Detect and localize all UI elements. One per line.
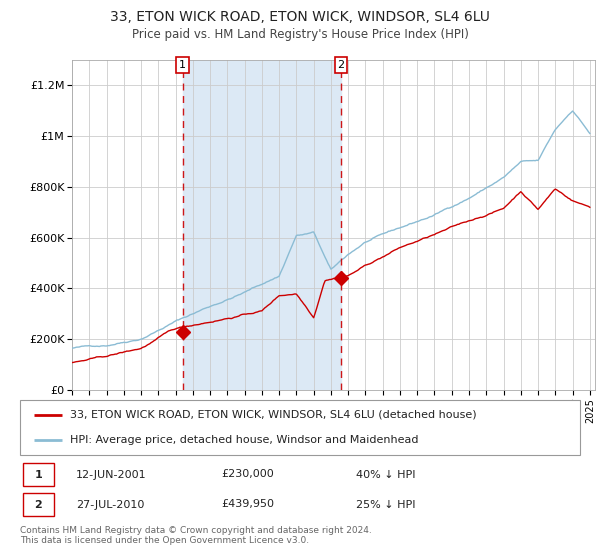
Text: 33, ETON WICK ROAD, ETON WICK, WINDSOR, SL4 6LU: 33, ETON WICK ROAD, ETON WICK, WINDSOR, … [110, 10, 490, 24]
Text: 1: 1 [179, 60, 186, 70]
Text: Contains HM Land Registry data © Crown copyright and database right 2024.
This d: Contains HM Land Registry data © Crown c… [20, 526, 372, 545]
Text: £439,950: £439,950 [221, 500, 275, 510]
Text: HPI: Average price, detached house, Windsor and Maidenhead: HPI: Average price, detached house, Wind… [70, 435, 419, 445]
Text: 2: 2 [337, 60, 344, 70]
Text: 2: 2 [34, 500, 42, 510]
FancyBboxPatch shape [20, 400, 580, 455]
Text: 27-JUL-2010: 27-JUL-2010 [76, 500, 145, 510]
Text: 12-JUN-2001: 12-JUN-2001 [76, 469, 146, 479]
Text: Price paid vs. HM Land Registry's House Price Index (HPI): Price paid vs. HM Land Registry's House … [131, 28, 469, 41]
FancyBboxPatch shape [23, 493, 53, 516]
Text: 40% ↓ HPI: 40% ↓ HPI [356, 469, 415, 479]
Text: £230,000: £230,000 [221, 469, 274, 479]
Text: 1: 1 [34, 469, 42, 479]
Text: 33, ETON WICK ROAD, ETON WICK, WINDSOR, SL4 6LU (detached house): 33, ETON WICK ROAD, ETON WICK, WINDSOR, … [70, 410, 477, 420]
FancyBboxPatch shape [23, 463, 53, 486]
Bar [183, 60, 341, 390]
Text: 25% ↓ HPI: 25% ↓ HPI [356, 500, 415, 510]
